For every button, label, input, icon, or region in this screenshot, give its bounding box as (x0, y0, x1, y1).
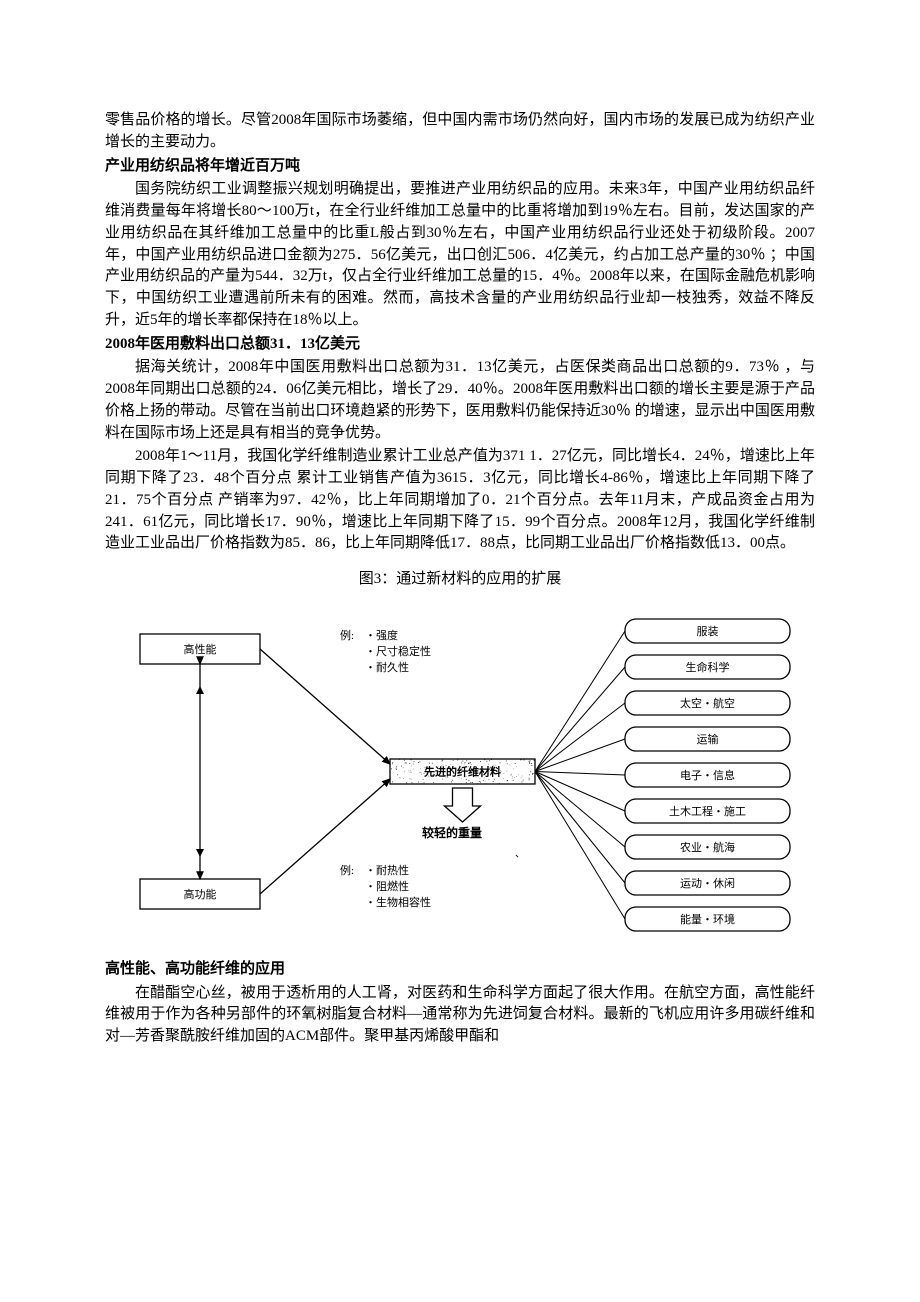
svg-text:农业・航海: 农业・航海 (680, 840, 735, 854)
svg-text:例:: 例: (340, 863, 354, 877)
svg-text:电子・信息: 电子・信息 (680, 768, 735, 782)
svg-text:高功能: 高功能 (184, 887, 217, 901)
svg-text:、: 、 (515, 849, 525, 860)
svg-text:服装: 服装 (697, 625, 719, 638)
svg-text:・阻燃性: ・阻燃性 (365, 879, 409, 893)
paragraph-intro: 零售品价格的增长。尽管2008年国际市场萎缩，但中国内需市场仍然向好，国内市场的… (105, 110, 815, 154)
svg-text:土木工程・施工: 土木工程・施工 (669, 805, 746, 818)
section-title-1: 产业用纺织品将年增近百万吨 (105, 156, 815, 178)
svg-text:・生物相容性: ・生物相容性 (365, 895, 431, 909)
paragraph-3: 据海关统计，2008年中国医用敷料出口总额为31．13亿美元，占医保类商品出口总… (105, 357, 815, 444)
svg-text:能量・环境: 能量・环境 (680, 912, 735, 926)
svg-text:・强度: ・强度 (365, 628, 398, 642)
section-title-3: 高性能、高功能纤维的应用 (105, 959, 815, 981)
paragraph-4: 2008年1～11月，我国化学纤维制造业累计工业总产值为371 1．27亿元，同… (105, 446, 815, 555)
svg-text:生命科学: 生命科学 (686, 660, 730, 674)
svg-text:较轻的重量: 较轻的重量 (422, 825, 482, 840)
svg-text:・耐热性: ・耐热性 (365, 863, 409, 877)
figure-caption: 图3：通过新材料的应用的扩展 (105, 569, 815, 591)
svg-text:运动・休闲: 运动・休闲 (680, 876, 735, 890)
svg-text:先进的纤维材料: 先进的纤维材料 (424, 764, 501, 778)
svg-text:例:: 例: (340, 628, 354, 642)
svg-text:高性能: 高性能 (184, 642, 217, 656)
svg-text:・耐久性: ・耐久性 (365, 660, 409, 674)
paragraph-5: 在醋酯空心丝，被用于透析用的人工肾，对医药和生命科学方面起了很大作用。在航空方面… (105, 983, 815, 1048)
svg-text:太空・航空: 太空・航空 (680, 696, 735, 710)
section-title-2: 2008年医用敷料出口总额31．13亿美元 (105, 334, 815, 356)
svg-text:运输: 运输 (697, 732, 719, 746)
paragraph-2: 国务院纺织工业调整振兴规划明确提出，要推进产业用纺织品的应用。未来3年，中国产业… (105, 179, 815, 331)
svg-text:・尺寸稳定性: ・尺寸稳定性 (365, 644, 431, 658)
figure-diagram: 高性能高功能先进的纤维材料例:・强度・尺寸稳定性・耐久性例:・耐热性・阻燃性・生… (115, 599, 805, 949)
